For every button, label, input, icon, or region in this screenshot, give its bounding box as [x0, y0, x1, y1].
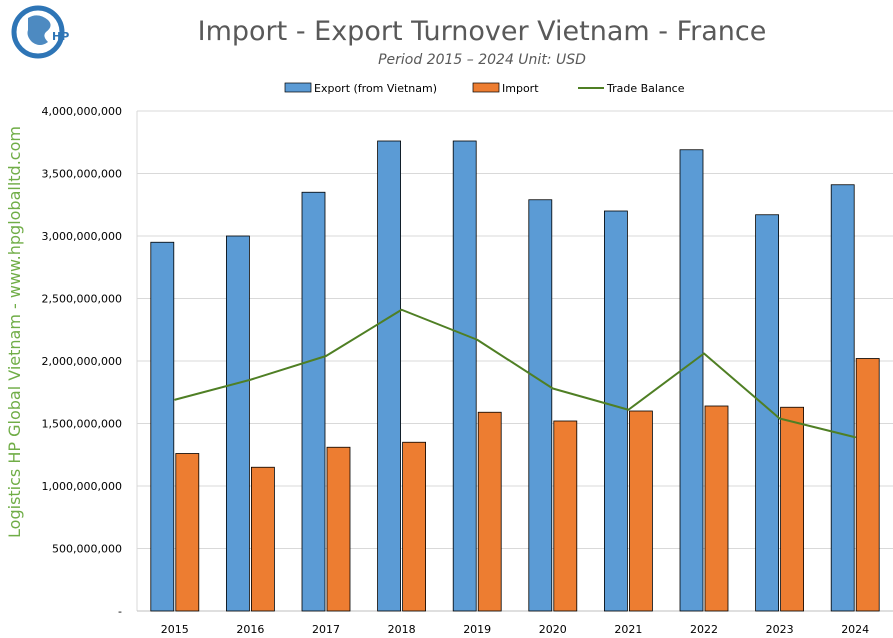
x-tick-label: 2017: [312, 623, 340, 636]
chart-title: Import - Export Turnover Vietnam - Franc…: [198, 16, 767, 47]
bar-export: [377, 140, 402, 612]
trade-balance-point: [325, 355, 327, 357]
globe-continent-icon: [27, 15, 51, 45]
bar-export: [528, 199, 553, 612]
globe-icon: [11, 5, 65, 59]
bar-export: [604, 210, 628, 612]
x-tick-label: 2020: [539, 623, 567, 636]
bar-import: [402, 441, 427, 612]
plot-area: - 500,000,000 1,000,000,000 1,500,000,000 2,…: [42, 105, 893, 636]
bar-import: [780, 406, 804, 612]
legend-swatch-import: [472, 82, 500, 93]
x-tick-label: 2018: [388, 623, 416, 636]
trade-balance-point: [627, 408, 630, 411]
trade-balance-point: [249, 378, 252, 381]
logo-text: HP: [52, 30, 69, 43]
bar-import: [250, 466, 275, 612]
x-tick-label: 2023: [766, 623, 794, 636]
bar-import: [855, 358, 880, 612]
trade-balance-point: [174, 398, 176, 401]
bar-import: [326, 446, 351, 612]
bar-export: [755, 214, 779, 612]
y-tick-label: 3,000,000,000: [42, 230, 122, 243]
bar-export: [452, 140, 477, 612]
legend-label-export: Export (from Vietnam): [314, 82, 437, 95]
bar-import: [704, 405, 729, 612]
x-tick-label: 2019: [463, 623, 491, 636]
bar-import: [629, 410, 653, 612]
bar-export: [830, 184, 855, 612]
trade-balance-point: [854, 436, 856, 439]
trade-balance-line: [174, 308, 856, 439]
bar-import: [553, 420, 578, 612]
y-tick-label: 500,000,000: [52, 543, 122, 556]
chart-subtitle: Period 2015 – 2024 Unit: USD: [378, 52, 586, 68]
y-tick-label: 1,500,000,000: [42, 418, 122, 431]
y-tick-label: -: [118, 605, 122, 618]
x-tick-label: 2022: [690, 623, 718, 636]
legend-label-balance: Trade Balance: [606, 82, 685, 95]
trade-balance-point: [552, 387, 554, 390]
y-tick-label: 2,000,000,000: [42, 355, 122, 368]
x-tick-label: 2021: [614, 623, 642, 636]
y-tick-label: 2,500,000,000: [42, 293, 122, 306]
x-tick-label: 2016: [236, 623, 264, 636]
legend: Export (from Vietnam) Import Trade Balan…: [284, 82, 685, 95]
trade-balance-point: [703, 352, 705, 355]
bar-export: [301, 191, 326, 612]
legend-label-import: Import: [502, 82, 539, 95]
y-tick-label: 4,000,000,000: [42, 105, 122, 118]
bar-export: [225, 235, 250, 612]
legend-swatch-export: [284, 82, 312, 93]
bar-export: [679, 149, 704, 612]
y-tick-label: 3,500,000,000: [42, 168, 122, 181]
x-tick-label: 2015: [161, 623, 189, 636]
trade-balance-point: [778, 417, 781, 420]
watermark-text: Logistics HP Global Vietnam - www.hpglob…: [5, 126, 24, 538]
x-tick-label: 2024: [841, 623, 869, 636]
bar-export: [150, 241, 175, 612]
bar-import: [477, 411, 502, 612]
logo: HP: [11, 5, 69, 59]
y-tick-label: 1,000,000,000: [42, 480, 122, 493]
trade-balance-point: [400, 308, 403, 311]
trade-balance-point: [476, 338, 479, 341]
bar-import: [175, 453, 200, 612]
